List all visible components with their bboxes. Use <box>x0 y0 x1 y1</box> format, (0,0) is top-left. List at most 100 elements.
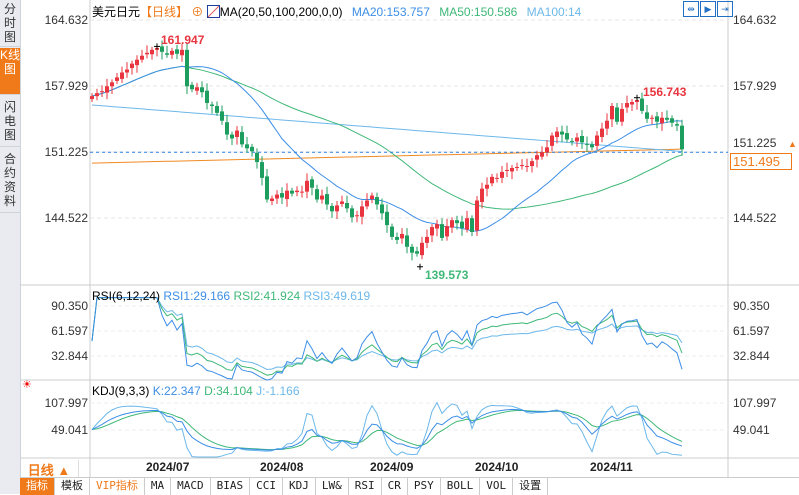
indicator-tab[interactable]: BIAS <box>211 478 251 495</box>
j-line <box>91 401 683 458</box>
high-annotation: 161.947 <box>161 33 205 47</box>
candle-body <box>575 137 579 142</box>
candle-body <box>655 116 659 122</box>
tab-kline[interactable]: K线图 <box>0 48 20 95</box>
candle-body <box>665 117 669 120</box>
candle-body <box>440 224 444 238</box>
tab-contract-info[interactable]: 合约资料 <box>0 152 20 213</box>
current-price-tag: 151.495 <box>730 153 792 170</box>
indicator-tab[interactable]: CR <box>382 478 408 495</box>
candle-body <box>395 236 399 240</box>
candle-body <box>375 197 379 205</box>
candle-body <box>200 87 204 93</box>
candle-body <box>110 82 114 87</box>
candle-body <box>415 251 419 254</box>
crosshair-icon[interactable]: ⊕ <box>191 5 204 19</box>
candle-body <box>220 111 224 121</box>
ma20-value: MA20:153.757 <box>351 5 430 19</box>
period-selector[interactable]: 日线 ▲ <box>20 460 79 479</box>
candle-body <box>560 131 564 135</box>
candle-body <box>535 155 539 160</box>
tab-flash[interactable]: 闪电图 <box>0 100 20 147</box>
candle-body <box>275 194 279 199</box>
indicator-tab[interactable]: BOLL <box>441 478 481 495</box>
candle-body <box>195 87 199 91</box>
rsi-title[interactable]: RSI(6,12,24) <box>92 289 161 303</box>
indicator-tab[interactable]: CCI <box>250 478 283 495</box>
ma-params[interactable]: MA(20,50,100,200,0,0) <box>219 5 343 19</box>
candle-body <box>445 226 449 237</box>
candle-body <box>215 105 219 113</box>
candle-body <box>185 49 189 87</box>
candle-body <box>255 152 259 163</box>
tab-timeshare[interactable]: 分时图 <box>0 2 20 47</box>
time-label: 2024/11 <box>590 460 633 474</box>
indicator-tab[interactable]: 模板 <box>55 478 90 495</box>
indicator-tab[interactable]: MA <box>145 478 172 495</box>
candle-body <box>555 131 559 137</box>
candle-body <box>145 52 149 55</box>
candle-body <box>660 117 664 124</box>
rsi3-value: RSI3:49.619 <box>303 289 371 303</box>
candle-body <box>405 235 409 247</box>
price-label-right: 157.929 <box>733 79 777 93</box>
candle-body <box>510 168 514 172</box>
indicator-tab[interactable]: MACD <box>171 478 211 495</box>
candle-body <box>95 93 99 97</box>
candle-body <box>595 135 599 146</box>
zoom-in-icon[interactable]: ▶ <box>700 1 716 17</box>
kdj-title[interactable]: KDJ(9,3,3) <box>92 384 150 398</box>
kdj-label: 107.997 <box>733 396 777 410</box>
candle-body <box>485 184 489 189</box>
rsi-legend: RSI(6,12,24) RSI1:29.166 RSI2:41.924 RSI… <box>92 289 370 303</box>
ma50-value: MA50:150.586 <box>439 5 518 19</box>
kdj-label: 107.997 <box>44 396 88 410</box>
indicator-tab[interactable]: 指标 <box>20 478 55 495</box>
alarm-icon[interactable]: ☀ <box>22 379 32 391</box>
candle-body <box>640 98 644 111</box>
indicator-settings-icon[interactable] <box>206 5 220 18</box>
chart-canvas[interactable] <box>0 0 799 477</box>
candle-body <box>525 166 529 168</box>
candle-body <box>355 215 359 217</box>
candle-body <box>600 128 604 137</box>
indicator-tab[interactable]: VOL <box>480 478 514 495</box>
scroll-end-icon[interactable]: ⇥ <box>717 1 733 17</box>
kdj-label: 49.041 <box>51 423 88 437</box>
candle-body <box>330 205 334 212</box>
period-label: 【日线】 <box>140 5 189 19</box>
candle-body <box>140 55 144 60</box>
candle-body <box>115 77 119 81</box>
price-label-right: 151.225 <box>733 136 777 150</box>
candle-body <box>305 180 309 192</box>
indicator-tab[interactable]: RSI <box>349 478 382 495</box>
zoom-out-icon[interactable]: ⇹ <box>683 1 699 17</box>
candle-body <box>190 84 194 90</box>
candle-body <box>90 96 94 100</box>
candle-body <box>175 49 179 54</box>
candle-body <box>565 133 569 140</box>
collapse-arrow-icon[interactable]: ▲ <box>788 139 797 149</box>
candle-body <box>480 188 484 202</box>
indicator-tab[interactable]: LW& <box>316 478 349 495</box>
ma200-line <box>91 148 683 164</box>
price-label-right: 144.522 <box>733 211 777 225</box>
candle-body <box>460 221 464 229</box>
symbol-name: 美元日元 <box>92 5 141 19</box>
indicator-tab[interactable]: PSY <box>408 478 441 495</box>
ma100-value: MA100:14 <box>526 5 582 19</box>
candle-body <box>245 144 249 149</box>
candle-body <box>540 152 544 157</box>
indicator-tab[interactable]: VIP指标 <box>90 478 145 495</box>
time-label: 2024/10 <box>475 460 519 474</box>
indicator-tab[interactable]: 设置 <box>513 478 549 495</box>
candle-body <box>295 190 299 193</box>
candle-body <box>590 144 594 148</box>
candle-body <box>400 233 404 239</box>
indicator-tab[interactable]: KDJ <box>283 478 316 495</box>
rsi-label: 32.844 <box>51 349 88 363</box>
candle-body <box>490 176 494 184</box>
candle-body <box>230 134 234 139</box>
rsi3-line <box>91 297 683 371</box>
candle-body <box>410 246 414 253</box>
